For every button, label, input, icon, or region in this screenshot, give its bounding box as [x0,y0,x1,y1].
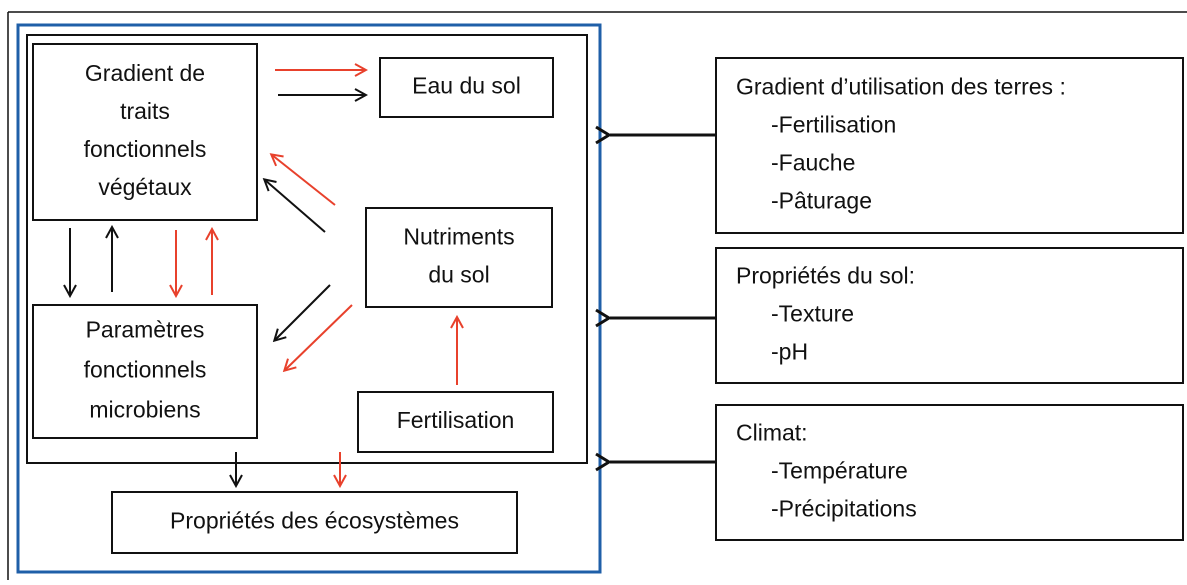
node-box [715,247,1184,384]
frame [7,11,1187,580]
node-label: microbiens [89,397,200,423]
node-box [715,404,1184,541]
node-label: -Température [771,458,908,484]
arrows [70,70,715,485]
node: Eau du sol [379,57,554,118]
node-box [365,207,553,308]
node: Nutriments du sol [365,207,553,308]
node-label: Propriétés du sol: [736,263,915,289]
node-label: traits [120,98,170,124]
node-label: -pH [771,339,808,365]
node-label: fonctionnels [84,357,207,383]
node-label: Nutriments [403,224,514,250]
node-label: Gradient d’utilisation des terres : [736,74,1066,100]
node-label: -Fauche [771,150,855,176]
node-label: -Texture [771,301,854,327]
node-box [715,57,1184,234]
node: Propriétés des écosystèmes [111,491,518,554]
node: Gradient de traits fonctionnels végétaux [32,43,258,221]
node: Paramètres fonctionnels microbiens [32,304,258,439]
node: Fertilisation [357,391,554,453]
node-label: -Pâturage [771,188,872,214]
node-box [111,491,518,554]
node-label: Climat: [736,420,808,446]
node-label: Propriétés des écosystèmes [170,508,459,534]
node-label: Eau du sol [412,73,521,99]
node-label: -Précipitations [771,496,917,522]
node-label: fonctionnels [84,136,207,162]
boxes: Gradient de traits fonctionnels végétaux Eau… [32,43,1184,554]
node-label: Paramètres [86,317,205,343]
node-box [379,57,554,118]
node: Climat: -Température -Précipitations [715,404,1184,541]
node-box [32,304,258,439]
node-box [32,43,258,221]
node-label: Fertilisation [397,407,515,433]
node: Propriétés du sol: -Texture -pH [715,247,1184,384]
node-label: -Fertilisation [771,112,896,138]
node-label: du sol [428,262,489,288]
node-label: Gradient de [85,60,205,86]
node-box [357,391,554,453]
node: Gradient d’utilisation des terres : -Fert… [715,57,1184,234]
node-label: végétaux [98,174,192,200]
